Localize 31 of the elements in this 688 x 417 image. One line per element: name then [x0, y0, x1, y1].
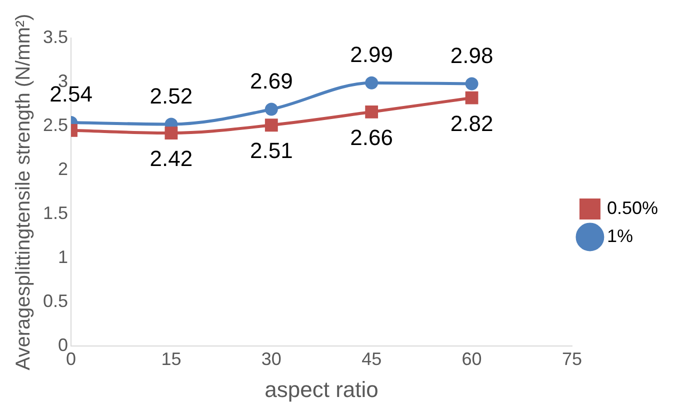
data-label: 2.51 — [250, 138, 293, 164]
point — [365, 76, 378, 90]
data-label: 2.82 — [450, 110, 494, 136]
y-tick-label: 3.5 — [42, 26, 68, 47]
legend-label: 1% — [606, 226, 633, 246]
x-axis-title: aspect ratio — [264, 376, 378, 402]
point — [465, 91, 478, 104]
x-tick-label: 30 — [261, 348, 282, 369]
y-tick-label: 2 — [58, 158, 68, 179]
point — [465, 77, 478, 90]
y-tick-label: 0.5 — [42, 290, 68, 311]
y-tick-label: 1.5 — [42, 202, 68, 223]
y-tick-label: 0 — [58, 334, 68, 355]
data-label: 2.69 — [250, 68, 293, 94]
data-label: 2.42 — [150, 146, 193, 172]
y-tick-label: 2.5 — [42, 114, 68, 135]
point — [164, 126, 178, 140]
data-label: 2.98 — [450, 42, 494, 68]
data-label: 2.66 — [350, 124, 393, 150]
x-tick-label: 45 — [362, 348, 382, 369]
data-label: 2.99 — [350, 42, 393, 67]
y-axis-title: Averagesplittingtensile strength (N/mm²) — [12, 14, 35, 370]
data-label: 2.52 — [150, 83, 193, 108]
y-tick-label: 1 — [58, 246, 68, 267]
point — [365, 105, 378, 118]
point — [264, 102, 278, 116]
x-tick-label: 75 — [562, 348, 582, 369]
x-tick-label: 15 — [161, 348, 182, 369]
legend-label: 0.50% — [606, 198, 658, 218]
point — [264, 118, 278, 132]
x-tick-label: 60 — [462, 348, 482, 369]
